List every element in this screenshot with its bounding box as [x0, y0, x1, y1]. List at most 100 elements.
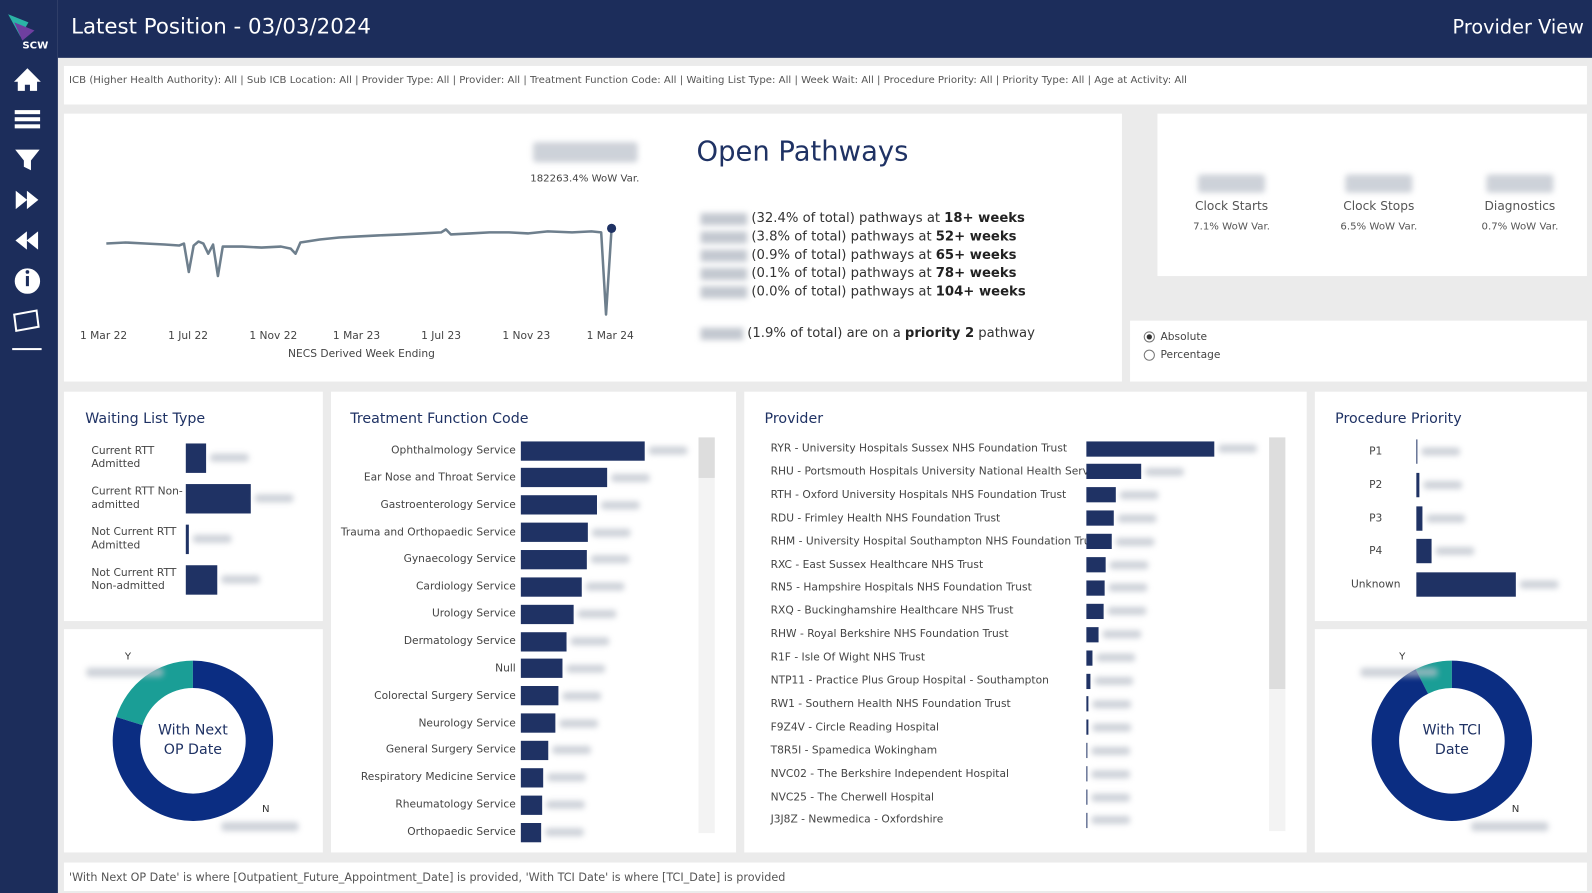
back-icon[interactable]: [15, 231, 39, 250]
stat-text: (32.4% of total) pathways at: [751, 211, 941, 227]
category-label: Ophthalmology Service: [391, 444, 516, 457]
bar: [520, 522, 589, 542]
bar: [1086, 487, 1116, 503]
value-blur: [545, 828, 584, 837]
value-blur: [570, 637, 610, 646]
category-label: Colorectal Surgery Service: [374, 689, 516, 702]
category-label: NVC25 - The Cherwell Hospital: [770, 790, 934, 803]
forward-icon[interactable]: [15, 190, 39, 210]
category-label: Dermatology Service: [403, 634, 516, 648]
bar: [520, 822, 542, 842]
value-blur: [1108, 583, 1148, 593]
sidebar: SCW: [0, 0, 58, 893]
value-blur: [590, 555, 630, 564]
bar: [1086, 603, 1104, 619]
bar: [1086, 533, 1112, 550]
value-blur: [1198, 174, 1266, 193]
filter-summary: ICB (Higher Health Authority): All | Sub…: [69, 75, 1187, 87]
value-blur: [1519, 580, 1559, 589]
x-tick-label: 1 Mar 24: [586, 329, 634, 342]
bar: [185, 524, 189, 554]
category-label: Current RTT Non-admitted: [91, 485, 183, 511]
menu-icon[interactable]: [14, 110, 41, 115]
sidebar-divider: [12, 348, 42, 351]
logo-text: SCW: [22, 41, 48, 52]
bar: [520, 604, 575, 624]
stat-text: (0.1% of total) pathways at: [751, 265, 932, 282]
filter-icon[interactable]: [15, 149, 40, 171]
stat-emphasis: 78+ weeks: [935, 265, 1017, 282]
category-label: P1: [1369, 445, 1383, 458]
category-label: Not Current RTT Non-admitted: [91, 566, 177, 592]
stat-emphasis: priority 2: [904, 325, 975, 341]
menu-icon[interactable]: [14, 117, 41, 122]
value-blur: [1218, 444, 1257, 453]
bar: [185, 483, 251, 513]
provider-panel: [744, 391, 1307, 853]
category-label: Rheumatology Service: [395, 798, 516, 811]
category-label: Cardiology Service: [415, 580, 516, 593]
value-blur: [221, 575, 261, 584]
category-label: Trauma and Orthopaedic Service: [340, 525, 516, 539]
scrollbar-track: [1269, 689, 1286, 832]
kpi-label: Clock Starts: [1195, 198, 1269, 214]
value-blur: [700, 285, 748, 299]
value-blur: [700, 231, 748, 244]
category-label: Orthopaedic Service: [407, 825, 516, 838]
pathway-stat: (0.0% of total) pathways at 104+ weeks: [700, 284, 1026, 300]
stat-text: (0.9% of total) pathways at: [751, 247, 932, 263]
footnote-bar: [63, 862, 1587, 891]
value-blur: [1117, 514, 1157, 523]
category-label: Gynaecology Service: [403, 553, 516, 566]
category-label: F9Z4V - Circle Reading Hospital: [770, 721, 940, 734]
value-blur: [1096, 653, 1136, 662]
category-label: R1F - Isle Of Wight NHS Trust: [770, 651, 926, 664]
x-tick-label: 1 Mar 23: [332, 329, 381, 342]
value-blur: [1115, 537, 1155, 546]
scrollbar[interactable]: [1269, 437, 1286, 690]
value-blur: [559, 719, 598, 728]
contact-icon[interactable]: [13, 309, 40, 333]
category-label: RHW - Royal Berkshire NHS Foundation Tru…: [770, 628, 1009, 641]
category-label: RYR - University Hospitals Sussex NHS Fo…: [770, 442, 1068, 455]
value-blur: [1109, 560, 1149, 569]
kpi-wow: 6.5% WoW Var.: [1340, 221, 1418, 233]
bar: [520, 658, 563, 679]
value-blur: [700, 327, 744, 340]
segment-label: N: [1511, 803, 1520, 815]
value-blur: [1435, 547, 1475, 556]
value-blur: [1091, 816, 1131, 825]
bar: [520, 795, 543, 815]
radio-label: Absolute: [1160, 330, 1208, 344]
menu-icon[interactable]: [14, 124, 41, 129]
value-blur: [700, 249, 748, 262]
donut-center-label: With TCI Date: [1422, 722, 1482, 759]
bar: [520, 577, 582, 597]
bar: [1086, 650, 1093, 666]
value-blur: [86, 667, 164, 677]
value-blur: [1102, 630, 1142, 639]
header-bar: [57, 0, 1592, 58]
stat-emphasis: 52+ weeks: [935, 229, 1017, 245]
category-label: Neurology Service: [418, 716, 516, 729]
value-blur: [1471, 821, 1549, 832]
bar: [1416, 439, 1418, 464]
page-title: Latest Position - 03/03/2024: [71, 14, 371, 39]
kpi-wow: 7.1% WoW Var.: [1193, 221, 1270, 233]
category-label: RHM - University Hospital Southampton NH…: [770, 535, 1101, 548]
bar: [520, 686, 559, 706]
donut-center-label: With Next OP Date: [157, 722, 228, 759]
value-blur: [1423, 480, 1462, 489]
scrollbar[interactable]: [698, 437, 715, 478]
category-label: P3: [1369, 511, 1383, 524]
category-label: P2: [1369, 478, 1383, 491]
value-blur: [566, 664, 606, 673]
category-label: RXC - East Sussex Healthcare NHS Trust: [770, 558, 984, 571]
value-blur: [1426, 513, 1466, 523]
category-label: General Surgery Service: [385, 744, 516, 757]
kpi-label: Clock Stops: [1343, 198, 1415, 214]
value-blur: [611, 473, 650, 482]
home-icon[interactable]: [14, 68, 41, 91]
chart-title: Treatment Function Code: [350, 410, 529, 428]
value-blur: [552, 746, 592, 755]
